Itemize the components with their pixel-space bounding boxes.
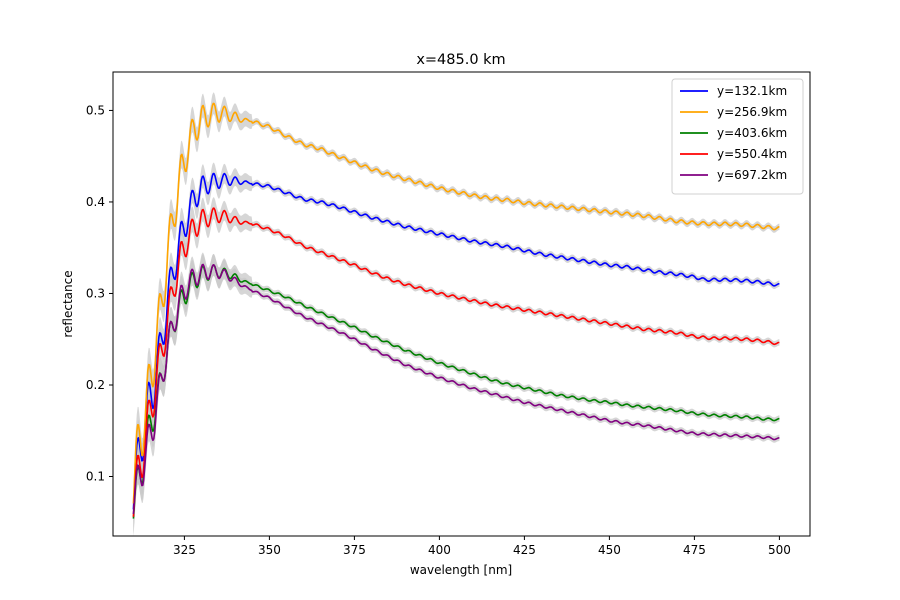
y-tick-label: 0.1 (86, 470, 105, 484)
y-tick-label: 0.4 (86, 195, 105, 209)
legend-label: y=550.4km (717, 147, 787, 161)
plot-frame (112, 71, 811, 537)
series-line-3 (132, 207, 780, 517)
y-tick-label: 0.5 (86, 103, 105, 117)
legend: y=132.1km y=256.9km y=403.6km y=550.4km y=69… (671, 78, 804, 195)
uncertainty-band-0 (133, 162, 780, 528)
series-line-0 (132, 172, 780, 510)
y-tick-label: 0.2 (86, 378, 105, 392)
series-line-4 (132, 263, 780, 515)
legend-label: y=403.6km (717, 126, 787, 140)
series-line-1 (132, 102, 780, 504)
x-tick-label: 400 (428, 543, 451, 557)
legend-label: y=132.1km (717, 84, 787, 98)
x-tick-label: 425 (513, 543, 536, 557)
x-axis-title: wavelength [nm] (410, 563, 512, 577)
x-tick-label: 475 (683, 543, 706, 557)
y-axis-title: reflectance (61, 270, 75, 337)
y-axis: 0.1 0.2 0.3 0.4 0.5 (86, 103, 113, 484)
legend-label: y=256.9km (717, 105, 787, 119)
x-tick-label: 450 (598, 543, 621, 557)
x-tick-label: 325 (173, 543, 196, 557)
x-tick-label: 375 (343, 543, 366, 557)
x-tick-label: 500 (768, 543, 791, 557)
series-line-2 (132, 264, 780, 519)
x-tick-label: 350 (258, 543, 281, 557)
y-tick-label: 0.3 (86, 286, 105, 300)
legend-label: y=697.2km (717, 168, 787, 182)
x-axis: 325 350 375 400 425 450 475 500 (173, 536, 791, 557)
chart-title: x=485.0 km (416, 52, 505, 68)
legend-box (671, 78, 804, 195)
series-lines (132, 102, 780, 519)
